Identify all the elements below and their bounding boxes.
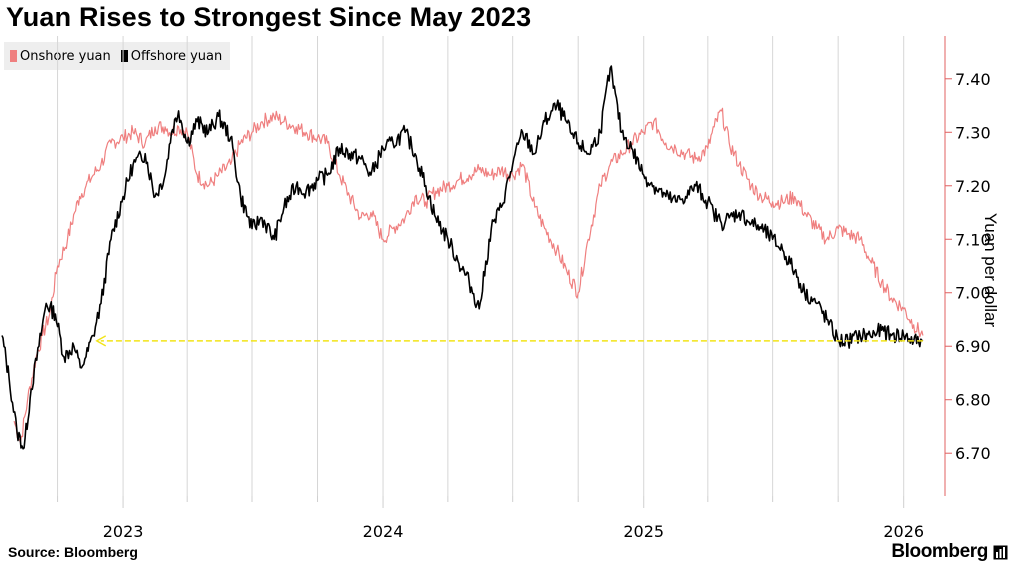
series-line-offshore: [1, 65, 924, 450]
y-tick-label: 6.90: [955, 337, 991, 356]
brand-name: Bloomberg: [891, 541, 988, 562]
source-note: Source: Bloomberg: [8, 544, 138, 560]
chart-box-icon: [993, 545, 1008, 559]
y-tick-label: 7.10: [955, 230, 991, 249]
series-line-onshore: [13, 107, 924, 444]
chart-title: Yuan Rises to Strongest Since May 2023: [6, 2, 532, 32]
brand-logo: Bloomberg: [891, 541, 1008, 563]
y-tick-label: 6.80: [955, 391, 991, 410]
annotation-arrow-head: [95, 335, 107, 347]
legend-swatch-offshore: [120, 50, 128, 62]
legend-label-offshore: Offshore yuan: [130, 48, 223, 64]
x-tick-label: 2024: [363, 522, 404, 541]
x-tick-label: 2026: [883, 522, 924, 541]
y-axis-label: Yuan per dollar: [981, 212, 1000, 328]
chart-legend: Onshore yuan Offshore yuan: [4, 42, 231, 70]
legend-swatch-onshore: [10, 50, 17, 62]
legend-label-onshore: Onshore yuan: [20, 48, 111, 64]
legend-item-offshore: Offshore yuan: [120, 48, 223, 64]
x-tick-label: 2025: [623, 522, 664, 541]
x-tick-label: 2023: [103, 522, 144, 541]
legend-item-onshore: Onshore yuan: [10, 49, 111, 64]
y-tick-label: 7.00: [955, 284, 991, 303]
y-tick-label: 6.70: [955, 444, 991, 463]
y-tick-label: 7.40: [955, 70, 991, 89]
y-tick-label: 7.20: [955, 177, 991, 196]
y-tick-label: 7.30: [955, 123, 991, 142]
